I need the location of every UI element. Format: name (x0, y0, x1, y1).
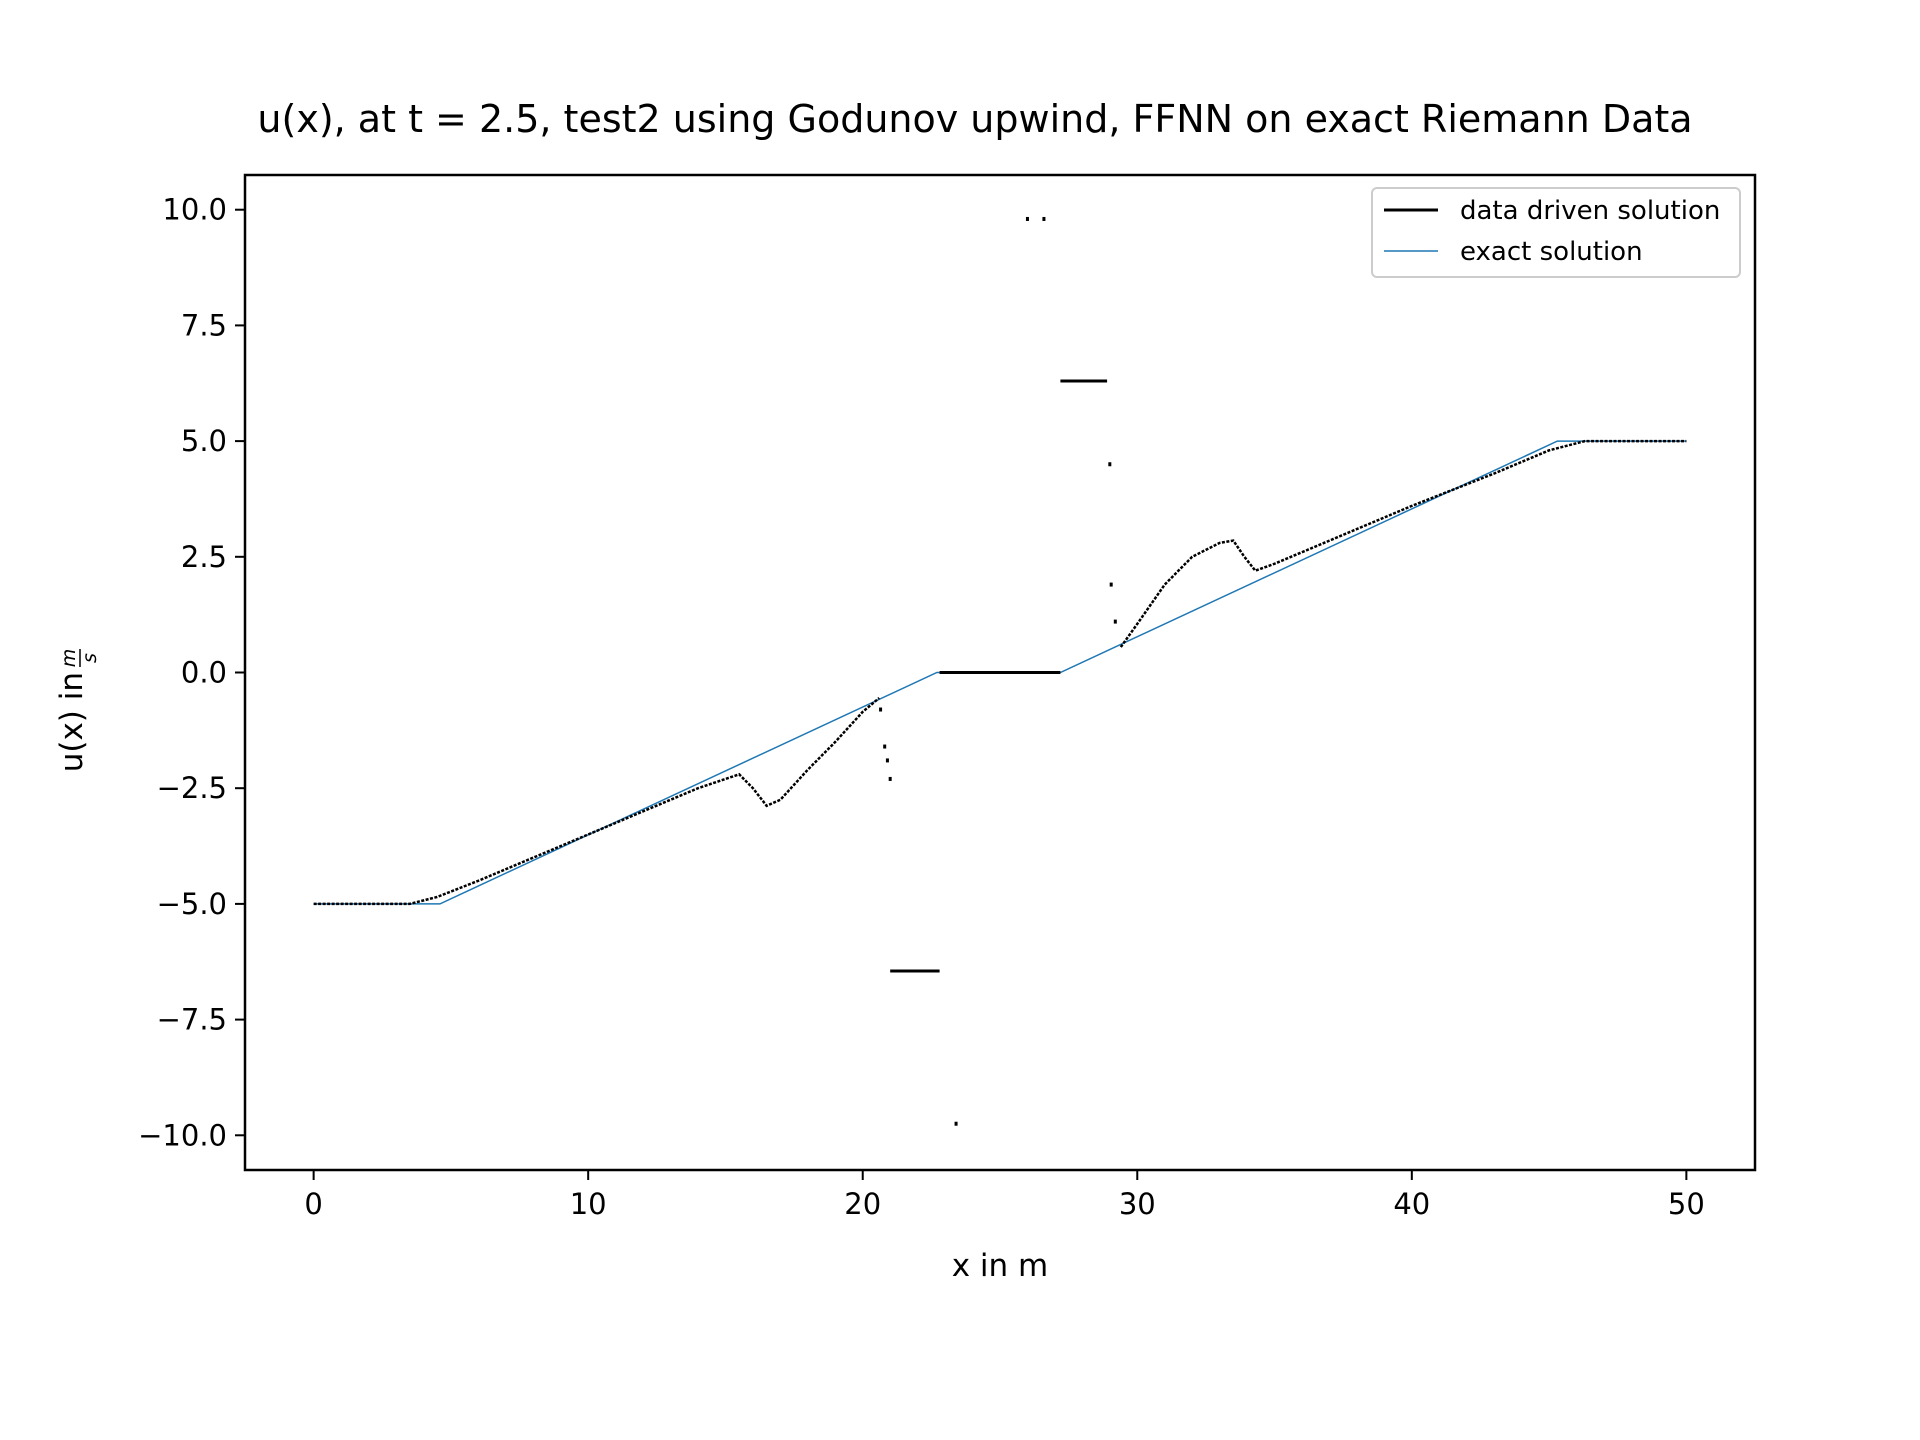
y-axis-label-unit-denominator: s (79, 653, 101, 663)
data-driven-point (954, 1121, 958, 1126)
x-tick-label: 0 (304, 1187, 322, 1221)
data-driven-point (885, 758, 889, 763)
x-tick-label: 10 (570, 1187, 607, 1221)
y-tick-label: 7.5 (181, 308, 227, 342)
data-driven-point (1109, 582, 1113, 587)
y-tick-label: 5.0 (181, 424, 227, 458)
y-axis-label: u(x) in m s (54, 649, 101, 773)
data-driven-point (1113, 619, 1117, 624)
legend-label-exact: exact solution (1460, 237, 1643, 267)
y-axis-label-text: u(x) in (54, 672, 90, 772)
data-driven-point (883, 744, 887, 749)
legend-box (1371, 187, 1741, 278)
x-axis-ticks: 0 10 20 30 40 50 (304, 1170, 1705, 1221)
y-tick-label: −5.0 (157, 887, 227, 921)
x-tick-label: 20 (844, 1187, 881, 1221)
x-tick-label: 50 (1668, 1187, 1705, 1221)
y-tick-label: 2.5 (181, 540, 227, 574)
legend-label-data-driven: data driven solution (1460, 196, 1720, 226)
data-driven-point (1025, 216, 1029, 221)
x-axis-label: x in m (952, 1248, 1049, 1284)
data-driven-point (1042, 216, 1046, 221)
y-axis-ticks: 10.0 7.5 5.0 2.5 0.0 −2.5 −5.0 −7.5 −10.0 (138, 193, 245, 1152)
data-driven-point (879, 707, 883, 712)
legend: data driven solution exact solution (1371, 187, 1741, 278)
y-tick-label: −7.5 (157, 1003, 227, 1037)
y-axis-label-unit-numerator: m (58, 649, 80, 668)
data-driven-segment-4 (1119, 439, 1687, 648)
x-tick-label: 30 (1119, 1187, 1156, 1221)
plot-area (313, 216, 1687, 1126)
y-tick-label: −2.5 (157, 771, 227, 805)
y-tick-label: −10.0 (138, 1118, 227, 1152)
data-driven-segment-0 (313, 696, 881, 906)
y-tick-label: 10.0 (162, 193, 227, 227)
x-tick-label: 40 (1393, 1187, 1430, 1221)
data-driven-point (888, 776, 892, 781)
chart-title: u(x), at t = 2.5, test2 using Godunov up… (257, 97, 1692, 141)
data-driven-point (1108, 462, 1112, 467)
y-tick-label: 0.0 (181, 656, 227, 690)
